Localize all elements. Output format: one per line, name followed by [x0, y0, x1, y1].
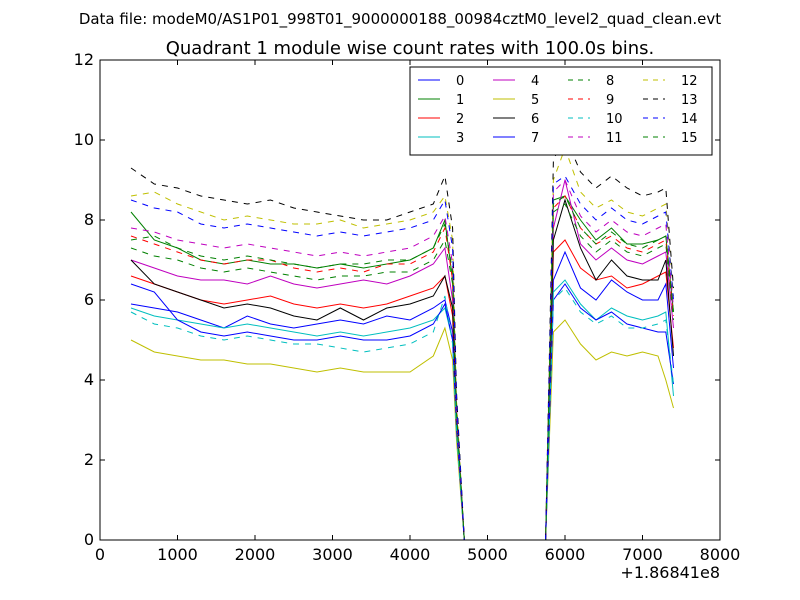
- chart-title: Quadrant 1 module wise count rates with …: [166, 38, 655, 59]
- x-tick-label: 4000: [390, 545, 431, 564]
- supertitle: Data file: modeM0/AS1P01_998T01_90000001…: [79, 10, 721, 29]
- series-line-2: [130, 239, 674, 541]
- series-line-0: [130, 250, 674, 541]
- legend-label-15: 15: [681, 131, 698, 146]
- x-tick-label: 1000: [157, 545, 198, 564]
- y-tick-label: 10: [74, 130, 94, 149]
- series-line-10: [130, 287, 674, 541]
- series-line-13: [130, 134, 674, 541]
- legend-label-8: 8: [606, 74, 614, 89]
- y-tick-label: 2: [84, 450, 94, 469]
- y-tick-label: 0: [84, 530, 94, 549]
- x-tick-label: 6000: [545, 545, 586, 564]
- series-line-9: [130, 195, 674, 541]
- x-tick-label: 0: [95, 545, 105, 564]
- legend-label-0: 0: [456, 74, 464, 89]
- y-tick-label: 8: [84, 210, 94, 229]
- x-tick-label: 5000: [467, 545, 508, 564]
- x-tick-label: 3000: [312, 545, 353, 564]
- legend-label-12: 12: [681, 74, 698, 89]
- series-line-7: [130, 283, 674, 541]
- legend-label-7: 7: [531, 131, 539, 146]
- series-line-1: [130, 195, 674, 541]
- legend-label-6: 6: [531, 112, 539, 127]
- x-tick-label: 7000: [622, 545, 663, 564]
- legend-label-9: 9: [606, 93, 614, 108]
- series-line-15: [130, 195, 674, 541]
- series-line-4: [130, 179, 674, 541]
- legend-label-10: 10: [606, 112, 623, 127]
- y-tick-label: 12: [74, 50, 94, 69]
- y-tick-label: 4: [84, 370, 94, 389]
- legend-label-2: 2: [456, 112, 464, 127]
- legend-label-14: 14: [681, 112, 698, 127]
- legend-frame: [409, 66, 713, 156]
- x-offset-label: +1.86841e8: [620, 563, 720, 582]
- legend-label-3: 3: [456, 131, 464, 146]
- series-line-14: [130, 175, 674, 541]
- y-tick-label: 6: [84, 290, 94, 309]
- x-tick-label: 2000: [235, 545, 276, 564]
- legend-label-11: 11: [606, 131, 623, 146]
- legend-label-1: 1: [456, 93, 464, 108]
- axes-layer: 0 1000 2000 3000 4000 5000 6000 7000 80000246810…: [74, 50, 741, 564]
- legend-label-4: 4: [531, 74, 539, 89]
- series-layer: [130, 134, 674, 541]
- series-line-6: [130, 198, 674, 541]
- legend-label-5: 5: [531, 93, 539, 108]
- x-tick-label: 8000: [700, 545, 741, 564]
- series-line-5: [130, 319, 674, 541]
- series-line-12: [130, 146, 674, 541]
- legend-label-13: 13: [681, 93, 698, 108]
